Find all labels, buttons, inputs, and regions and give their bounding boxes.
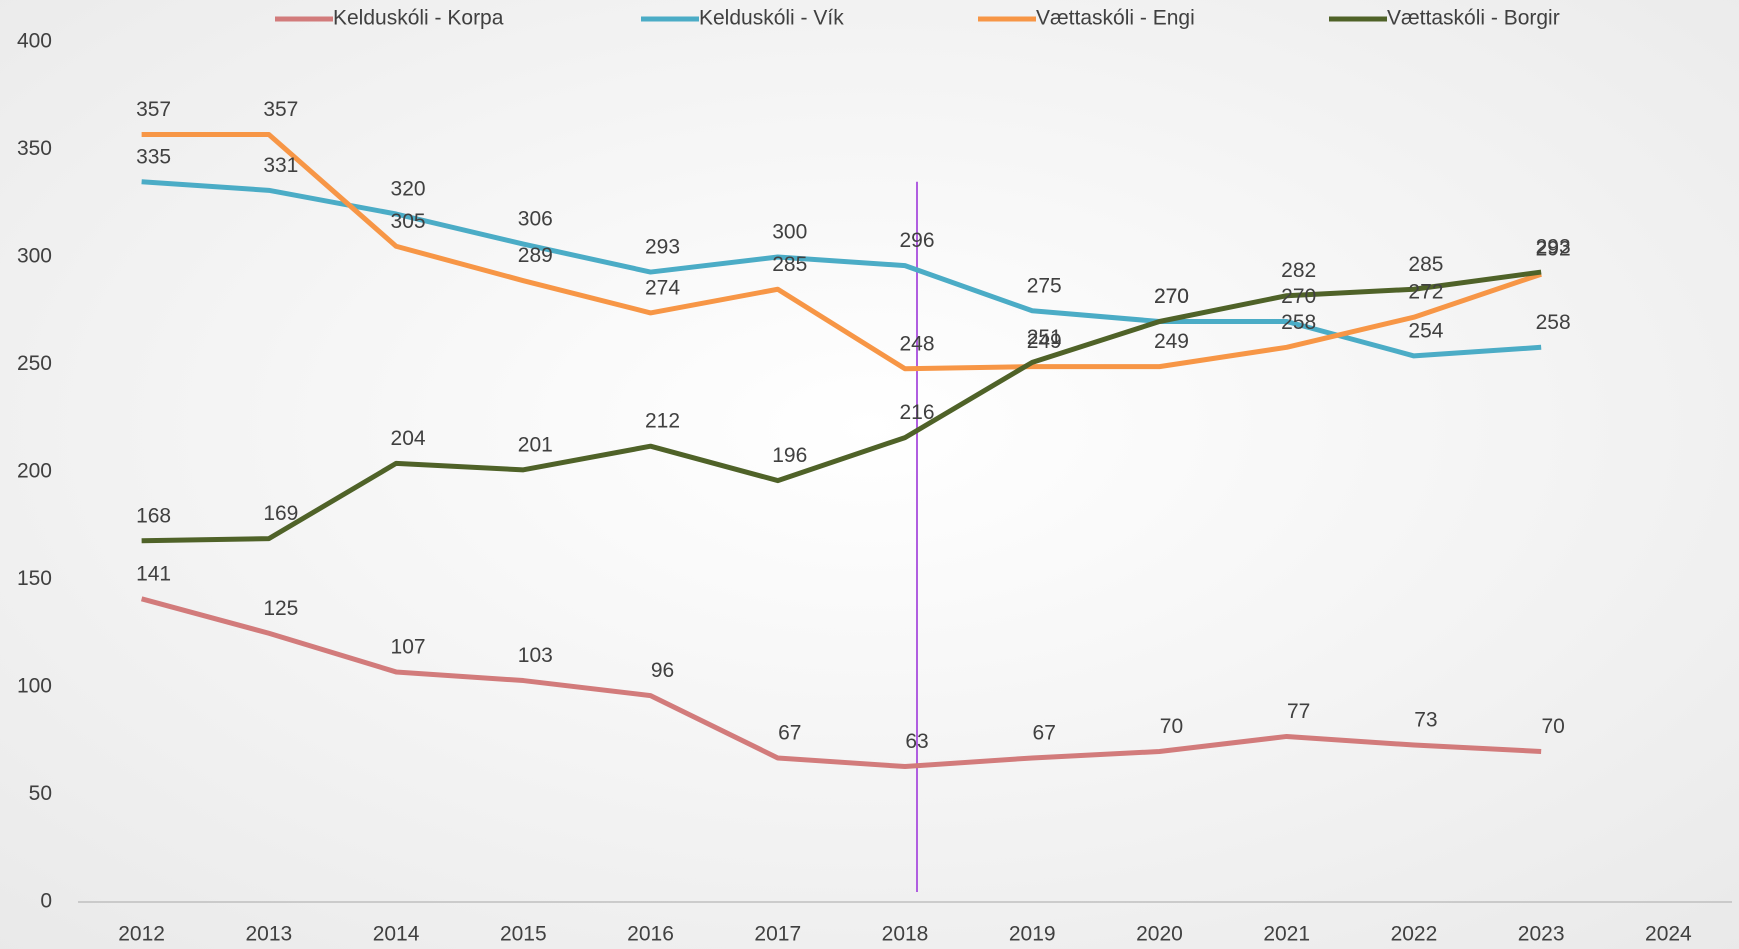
data-label: 67 [778, 721, 801, 744]
y-tick-label: 400 [17, 30, 52, 53]
x-tick-label: 2015 [500, 923, 547, 946]
data-label: 331 [263, 154, 298, 177]
data-label: 270 [1154, 285, 1189, 308]
data-label: 249 [1027, 330, 1062, 353]
data-label: 201 [518, 433, 553, 456]
data-label: 212 [645, 410, 680, 433]
x-tick-label: 2012 [118, 923, 165, 946]
x-tick-label: 2023 [1518, 923, 1565, 946]
data-label: 141 [136, 562, 171, 585]
data-label: 196 [772, 444, 807, 467]
data-label: 274 [645, 276, 680, 299]
y-tick-label: 100 [17, 675, 52, 698]
data-label: 300 [772, 221, 807, 244]
y-tick-label: 0 [40, 890, 52, 913]
x-tick-label: 2020 [1136, 923, 1183, 946]
x-tick-label: 2018 [882, 923, 929, 946]
data-label: 296 [899, 229, 934, 252]
data-label: 285 [1408, 253, 1443, 276]
data-label: 96 [651, 659, 674, 682]
data-label: 73 [1414, 709, 1437, 732]
data-label: 125 [263, 597, 298, 620]
x-tick-label: 2016 [627, 923, 674, 946]
y-tick-label: 200 [17, 460, 52, 483]
legend-label: Kelduskóli - Korpa [333, 7, 504, 30]
data-label: 293 [645, 236, 680, 259]
x-tick-label: 2021 [1263, 923, 1310, 946]
data-label: 107 [391, 635, 426, 658]
series-line [141, 179, 1542, 359]
series-line [141, 131, 1542, 372]
x-tick-label: 2013 [245, 923, 292, 946]
data-label: 77 [1287, 700, 1310, 723]
data-label: 272 [1408, 281, 1443, 304]
series-line [140, 596, 1542, 770]
data-label: 258 [1281, 311, 1316, 334]
data-label: 306 [518, 208, 553, 231]
legend-label: Vættaskóli - Borgir [1387, 7, 1560, 30]
data-label: 282 [1281, 259, 1316, 282]
data-label: 70 [1160, 715, 1183, 738]
data-label: 63 [905, 730, 928, 753]
data-label: 293 [1536, 236, 1571, 259]
data-label: 270 [1154, 285, 1189, 308]
data-label: 103 [518, 644, 553, 667]
x-tick-label: 2019 [1009, 923, 1056, 946]
y-tick-label: 350 [17, 137, 52, 160]
data-label: 251 [1027, 326, 1062, 349]
data-label: 204 [391, 427, 426, 450]
data-label: 285 [772, 253, 807, 276]
data-label: 357 [263, 98, 298, 121]
data-label: 289 [518, 244, 553, 267]
data-label: 335 [136, 145, 171, 168]
data-label: 248 [899, 332, 934, 355]
legend-label: Vættaskóli - Engi [1036, 7, 1195, 30]
x-tick-label: 2022 [1391, 923, 1438, 946]
data-label: 258 [1536, 311, 1571, 334]
data-label: 216 [899, 401, 934, 424]
data-label: 270 [1281, 285, 1316, 308]
data-label: 254 [1408, 319, 1443, 342]
data-label: 275 [1027, 274, 1062, 297]
y-tick-label: 150 [17, 567, 52, 590]
data-label: 249 [1154, 330, 1189, 353]
y-tick-label: 50 [29, 782, 52, 805]
x-tick-label: 2014 [373, 923, 420, 946]
data-label: 357 [136, 98, 171, 121]
data-label: 320 [391, 178, 426, 201]
series-line [141, 269, 1542, 544]
data-label: 305 [391, 210, 426, 233]
x-tick-label: 2017 [754, 923, 801, 946]
data-label: 70 [1541, 715, 1564, 738]
y-tick-label: 300 [17, 245, 52, 268]
y-tick-label: 250 [17, 352, 52, 375]
data-label: 67 [1033, 721, 1056, 744]
x-tick-label: 2024 [1645, 923, 1692, 946]
legend-label: Kelduskóli - Vík [699, 7, 844, 30]
data-label: 169 [263, 502, 298, 525]
data-label: 168 [136, 504, 171, 527]
data-label: 292 [1536, 238, 1571, 261]
